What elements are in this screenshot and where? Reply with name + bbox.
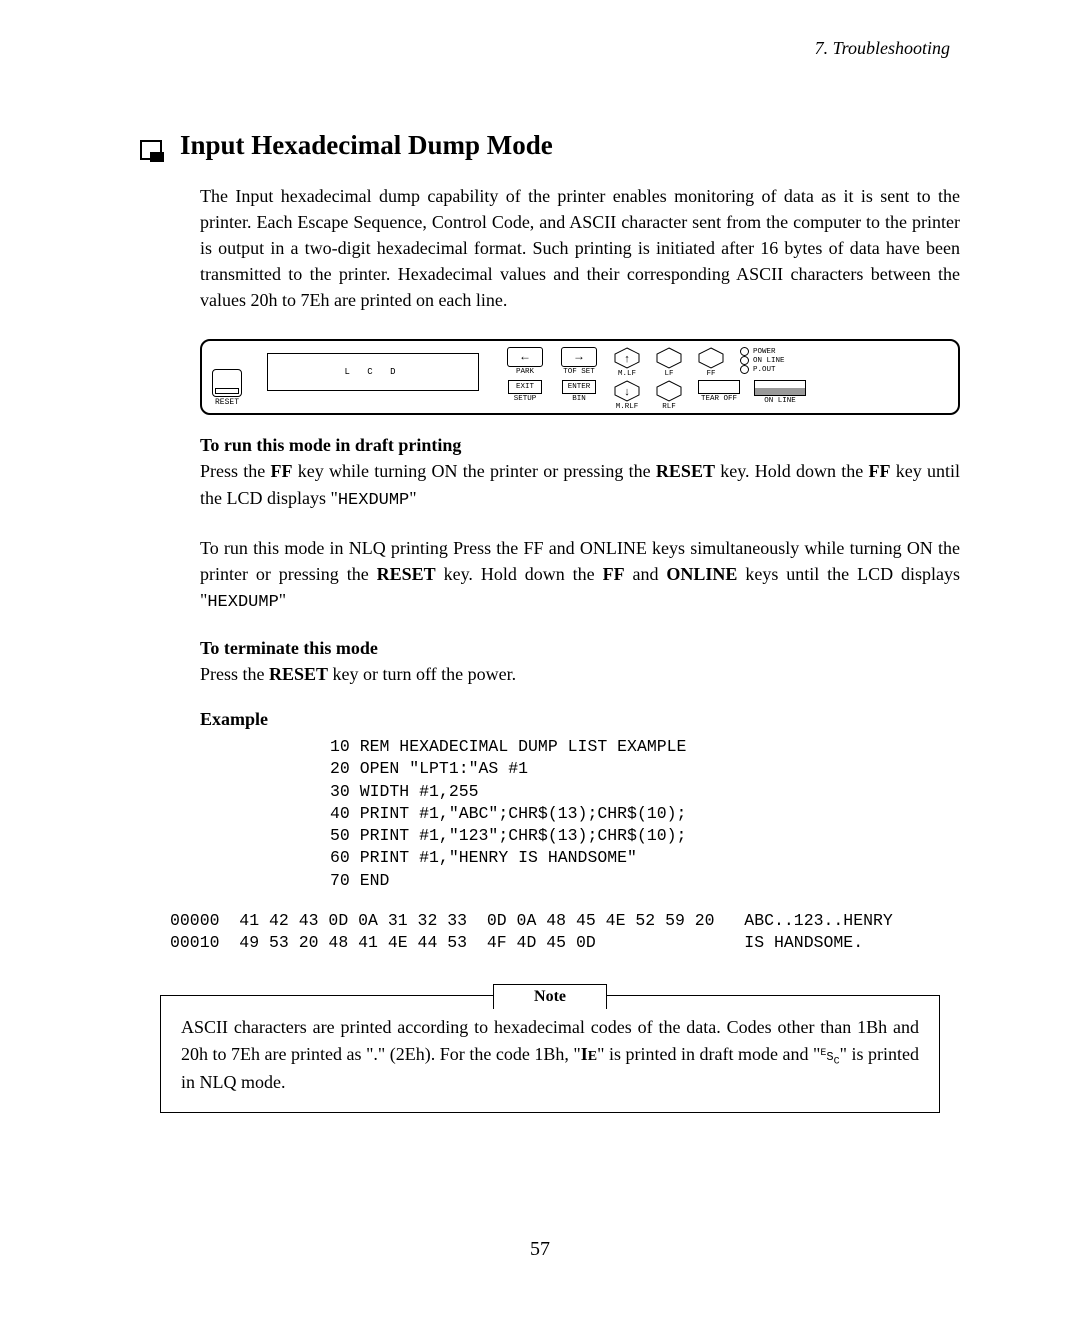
bin-label: BIN [572,395,586,403]
enter-box: ENTER [562,380,596,394]
mlf-label: M.LF [618,370,636,378]
draft-hexdump: HEXDUMP [338,491,409,510]
note-tab: Note [493,984,607,1009]
note-box: Note ASCII characters are printed accord… [160,995,940,1113]
draft-ff2: FF [869,461,891,481]
lf-label: LF [664,370,673,378]
page: 7. Troubleshooting Input Hexadecimal Dum… [0,0,1080,1321]
draft-p1a: Press the [200,461,271,481]
pout-led-label: P.OUT [753,366,776,374]
draft-p1c: key. Hold down the [715,461,869,481]
nlq-paragraph: To run this mode in NLQ printing Press t… [200,535,960,616]
draft-ff: FF [271,461,293,481]
lf-button: LF [652,347,686,378]
online-led-icon [740,356,749,365]
exit-box: EXIT [508,380,542,394]
right-arrow-icon: → [561,347,597,367]
terminate-heading: To terminate this mode [200,638,960,659]
section-title: Input Hexadecimal Dump Mode [180,130,553,161]
panel-right: ← PARK → TOF SET ↑ M.LF [502,347,948,407]
down-hex-icon: ↓ [614,380,640,402]
panel-row-2: EXIT SETUP ENTER BIN ↓ M.RLF [502,380,948,411]
draft-reset: RESET [656,461,715,481]
nlq-reset: RESET [377,564,436,584]
draft-p1e: " [409,488,416,508]
power-led-label: POWER [753,348,776,356]
hex-output: 00000 41 42 43 0D 0A 31 32 33 0D 0A 48 4… [170,910,960,955]
power-led-icon [740,347,749,356]
note-esc-glyph: ESC [820,1050,839,1064]
setup-label: SETUP [514,395,537,403]
ff-label: FF [706,370,715,378]
online-led-label: ON LINE [753,357,785,365]
enter-button: ENTER BIN [556,380,602,403]
up-hex-icon: ↑ [614,347,640,369]
example-label: Example [200,709,960,730]
svg-text:↓: ↓ [624,387,631,399]
panel-left: RESET L C D [212,347,502,407]
nlq-online: ONLINE [666,564,737,584]
rlf-button: RLF [652,380,686,411]
tearoff-rect-icon [698,380,740,394]
tearoff-button: TEAR OFF [694,380,744,403]
left-arrow-icon: ← [507,347,543,367]
draft-heading: To run this mode in draft printing [200,435,960,456]
park-label: PARK [516,368,534,376]
example-code: 10 REM HEXADECIMAL DUMP LIST EXAMPLE 20 … [330,736,960,892]
reset-button-icon [212,369,242,397]
exit-button: EXIT SETUP [502,380,548,403]
nlq-ff: FF [603,564,625,584]
mrlf-button: ↓ M.RLF [610,380,644,411]
tofset-label: TOF SET [563,368,595,376]
draft-p1b: key while turning ON the printer or pres… [293,461,656,481]
tearoff-label: TEAR OFF [701,395,737,403]
panel-outer: RESET L C D ← PARK → TOF SET [200,339,960,415]
page-number: 57 [0,1238,1080,1261]
terminate-reset: RESET [269,664,328,684]
intro-paragraph: The Input hexadecimal dump capability of… [200,183,960,313]
section-title-row: Input Hexadecimal Dump Mode [140,130,960,161]
tofset-button: → TOF SET [556,347,602,376]
rlf-label: RLF [662,403,676,411]
chapter-header: 7. Troubleshooting [815,38,950,59]
nlq-p1b: key. Hold down the [436,564,603,584]
panel-row-1: ← PARK → TOF SET ↑ M.LF [502,347,948,378]
svg-text:↑: ↑ [624,354,631,366]
online-button: ON LINE [752,380,808,405]
rlf-hex-icon [656,380,682,402]
pout-led-icon [740,365,749,374]
terminate-paragraph: Press the RESET key or turn off the powe… [200,661,960,687]
park-button: ← PARK [502,347,548,376]
nlq-p1e: " [279,590,286,610]
lf-hex-icon [656,347,682,369]
lcd-display: L C D [267,353,479,391]
section-bullet-icon [140,140,162,160]
terminate-p1b: key or turn off the power. [328,664,516,684]
reset-label: RESET [215,398,239,407]
terminate-p1a: Press the [200,664,269,684]
draft-paragraph: Press the FF key while turning ON the pr… [200,458,960,513]
ff-button: FF [694,347,728,378]
note-ie-glyph: IE [581,1044,597,1064]
led-indicators: POWER ON LINE P.OUT [740,347,785,374]
mrlf-label: M.RLF [616,403,639,411]
mlf-button: ↑ M.LF [610,347,644,378]
ff-hex-icon [698,347,724,369]
nlq-p1c: and [625,564,667,584]
nlq-hexdump: HEXDUMP [207,593,278,612]
control-panel-figure: RESET L C D ← PARK → TOF SET [200,339,960,415]
note-p1b: " is printed in draft mode and " [597,1044,820,1064]
online-rect-icon [754,380,806,396]
online-label: ON LINE [764,397,796,405]
